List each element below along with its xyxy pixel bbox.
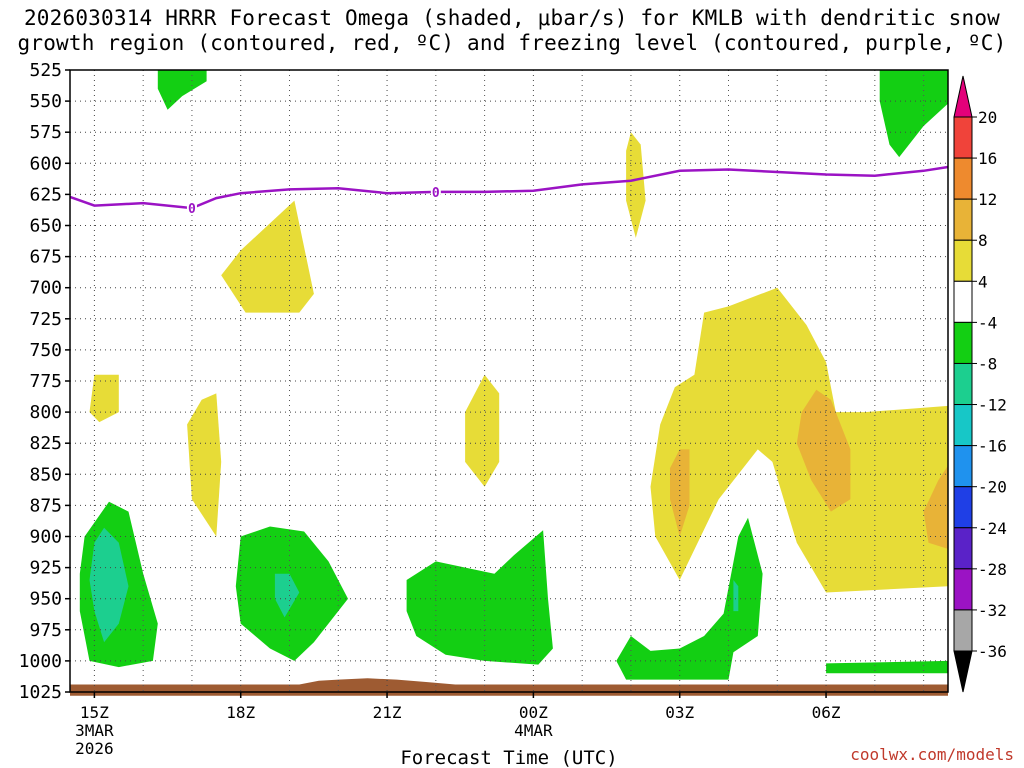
chart-title-line2: growth region (contoured, red, ºC) and f… (17, 31, 1007, 55)
y-tick-label: 975 (29, 620, 62, 641)
colorbar-label: -24 (978, 519, 1007, 538)
freezing-level-label-bg (430, 183, 441, 199)
colorbar-label: -12 (978, 396, 1007, 415)
colorbar-top-arrow (953, 75, 973, 118)
x-tick-label: 03Z (665, 703, 694, 722)
omega-region-2 (626, 132, 646, 238)
y-tick-label: 850 (29, 464, 62, 485)
colorbar-label: -32 (978, 601, 1007, 620)
y-tick-label: 550 (29, 91, 62, 112)
x-tick-label: 21Z (373, 703, 402, 722)
omega-shading-layer (79, 70, 948, 680)
chart-title: 2026030314 HRRR Forecast Omega (shaded, … (0, 6, 1024, 56)
terrain-layer (70, 678, 948, 696)
x-tick-label: 06Z (812, 703, 841, 722)
x-tick-label: 15Z (80, 703, 109, 722)
freezing-level-label: 0 (432, 186, 440, 201)
colorbar-segment (953, 116, 973, 159)
chart-title-line1: 2026030314 HRRR Forecast Omega (shaded, … (23, 6, 1001, 30)
colorbar-label: -20 (978, 478, 1007, 497)
omega-region-16 (616, 517, 763, 680)
y-tick-label: 675 (29, 247, 62, 268)
freezing-level-label-bg (186, 200, 197, 216)
x-tick-sublabel: 3MAR (75, 721, 114, 740)
colorbar-segment (953, 445, 973, 488)
colorbar-label: 20 (978, 108, 997, 127)
colorbar-segment (953, 239, 973, 282)
colorbar-segment (953, 362, 973, 406)
y-tick-label: 775 (29, 371, 62, 392)
colorbar-label: -16 (978, 437, 1007, 456)
y-tick-label: 650 (29, 216, 62, 237)
colorbar-bottom-arrow (953, 650, 973, 693)
y-tick-label: 750 (29, 340, 62, 361)
freezing-level-label: 0 (188, 202, 196, 217)
y-axis: 525 550 575 600 625 650 675 700 725 750 775 800 825 8… (19, 60, 70, 703)
y-tick-label: 525 (29, 60, 62, 81)
colorbar-segment (953, 486, 973, 529)
omega-region-9 (670, 449, 690, 537)
colorbar-label: -4 (978, 313, 997, 332)
x-tick-sublabel: 4MAR (514, 721, 553, 740)
freezing-level-layer: 00 (69, 165, 949, 217)
y-tick-label: 950 (29, 589, 62, 610)
colorbar-label: -8 (978, 354, 997, 373)
omega-region-0 (157, 70, 207, 110)
colorbar-segment (953, 198, 973, 241)
y-tick-label: 575 (29, 122, 62, 143)
omega-region-17 (733, 580, 739, 612)
y-tick-label: 1025 (19, 682, 62, 703)
colorbar-label: 12 (978, 190, 997, 209)
omega-region-14 (274, 573, 300, 618)
omega-region-18 (826, 660, 948, 674)
omega-region-12 (89, 527, 129, 643)
grid-layer (70, 70, 948, 692)
x-tick-label: 00Z (519, 703, 548, 722)
colorbar-label: -36 (978, 642, 1007, 661)
colorbar-label: 4 (978, 272, 988, 291)
colorbar-segment (953, 527, 973, 570)
colorbar-label: 8 (978, 231, 988, 250)
omega-region-10 (923, 465, 948, 549)
colorbar-label: 16 (978, 149, 997, 168)
x-axis-title: Forecast Time (UTC) (400, 747, 617, 768)
y-tick-label: 600 (29, 153, 62, 174)
y-tick-label: 825 (29, 433, 62, 454)
colorbar-segment (953, 609, 973, 652)
y-tick-label: 1000 (19, 651, 62, 672)
x-tick-sublabel: 2026 (75, 739, 114, 758)
colorbar-segment (953, 321, 973, 364)
omega-region-15 (406, 530, 553, 665)
terrain-surface (70, 678, 948, 696)
y-tick-label: 625 (29, 184, 62, 205)
omega-region-3 (221, 200, 314, 313)
colorbar-segment (953, 157, 973, 200)
y-tick-label: 800 (29, 402, 62, 423)
omega-region-6 (465, 374, 500, 487)
y-tick-label: 925 (29, 558, 62, 579)
colorbar-segment (953, 280, 973, 323)
y-tick-label: 700 (29, 278, 62, 299)
omega-region-8 (796, 389, 851, 512)
y-tick-label: 900 (29, 527, 62, 548)
colorbar: 20 16 12 8 4 -4 -8 -12 -16 -20 -24 -28 -32 -36 (953, 75, 1007, 693)
y-tick-label: 875 (29, 495, 62, 516)
colorbar-segment (953, 568, 973, 611)
colorbar-segment (953, 404, 973, 447)
omega-region-1 (879, 70, 948, 158)
credit-link[interactable]: coolwx.com/models (850, 745, 1014, 764)
omega-region-4 (89, 374, 119, 423)
freezing-level-line (69, 165, 949, 210)
colorbar-label: -28 (978, 560, 1007, 579)
x-tick-label: 18Z (226, 703, 255, 722)
omega-region-5 (187, 393, 222, 537)
y-tick-label: 725 (29, 309, 62, 330)
